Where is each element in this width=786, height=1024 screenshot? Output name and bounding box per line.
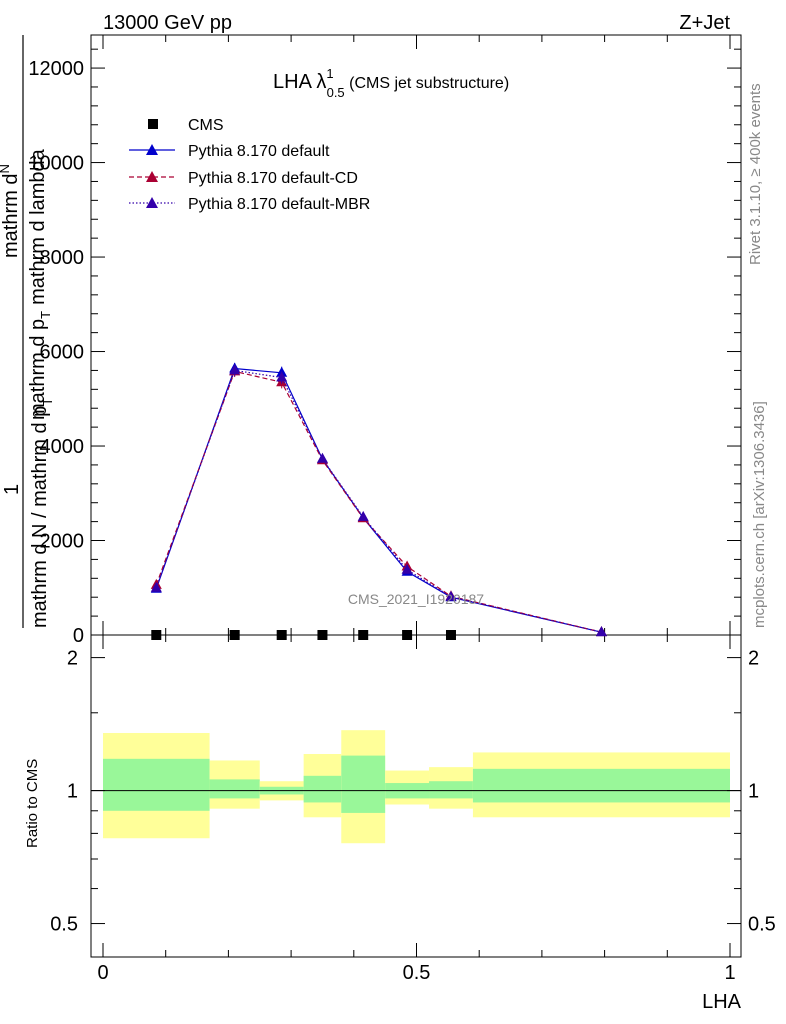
series-line-2	[155, 370, 602, 633]
cms-point-3	[317, 630, 328, 640]
rivet-label: Rivet 3.1.10, ≥ 400k events	[747, 83, 764, 265]
series-line-1	[155, 367, 602, 633]
series-3-point-1	[229, 364, 241, 375]
ratio-band-green-0	[103, 758, 210, 811]
ratio-ylabel: Ratio to CMS	[24, 759, 41, 848]
series-layer	[150, 362, 607, 640]
main-ytick-label-3: 6000	[40, 342, 85, 364]
ratio-ytick-label-left-1: 1	[67, 781, 78, 803]
series-3-point-5	[401, 563, 413, 574]
series-3-point-0	[150, 581, 162, 592]
mcplots-label: mcplots.cern.ch [arXiv:1306.3436]	[751, 401, 768, 628]
title-sub: 0.5	[327, 85, 345, 100]
ratio-ytick-label-right-1: 1	[748, 781, 759, 803]
ylabel-frac-den: mathrm d pTmathrm d lambda	[27, 148, 53, 420]
ratio-ytick-label-left-2: 2	[67, 648, 78, 670]
watermark: CMS_2021_I1920187	[348, 591, 484, 607]
series-3-point-3	[316, 452, 328, 463]
ratio-band-green-4	[341, 755, 386, 813]
title-suffix: (CMS jet substructure)	[345, 75, 509, 92]
ratio-ytick-label-right-0: 0.5	[748, 914, 776, 936]
x-axis-label: LHA	[702, 991, 742, 1013]
chart-title: LHA λ1 0.5 (CMS jet substructure)	[273, 66, 509, 100]
ratio-axis-ticks: 0.5 0.5 1 1 2 2 0 0.5 1	[50, 635, 776, 984]
ratio-xtick-label-0: 0	[97, 962, 108, 984]
ratio-band-green-1	[209, 779, 260, 799]
legend-mbr-marker	[146, 197, 158, 208]
cms-point-0	[151, 630, 162, 640]
main-ytick-label-5: 10000	[28, 153, 84, 175]
cms-point-5	[402, 630, 413, 640]
cms-point-1	[229, 630, 240, 640]
legend-cms-label: CMS	[188, 117, 224, 134]
cms-point-4	[358, 630, 369, 640]
legend: CMS Pythia 8.170 default Pythia 8.170 de…	[129, 117, 370, 213]
ratio-xtick-label-1: 0.5	[403, 962, 431, 984]
series-3-point-6	[445, 590, 457, 601]
ratio-band-green-3	[303, 775, 342, 803]
legend-cd-marker	[146, 171, 158, 182]
legend-default-marker	[146, 144, 158, 155]
ratio-band-green-6	[429, 781, 473, 799]
series-line-3	[155, 369, 602, 633]
ratio-xtick-label-2: 1	[724, 962, 735, 984]
ratio-band-green-7	[472, 768, 730, 803]
main-ytick-label-6: 12000	[28, 58, 84, 80]
ylabel-den: mathrm d N / mathrm d pT	[29, 398, 55, 628]
legend-default-label: Pythia 8.170 default	[188, 143, 330, 160]
cms-point-6	[445, 630, 456, 640]
series-3-point-4	[357, 510, 369, 521]
ylabel-one: 1	[1, 484, 23, 495]
header-right: Z+Jet	[679, 12, 730, 34]
cms-point-2	[276, 630, 287, 640]
series-3-point-7	[595, 626, 607, 637]
ratio-ytick-label-right-2: 2	[748, 648, 759, 670]
ratio-ytick-label-left-0: 0.5	[50, 914, 78, 936]
series-3-point-2	[276, 371, 288, 382]
main-axis-ticks: 0 2000 4000 6000 8000 10000 12000	[28, 35, 741, 647]
main-ytick-label-2: 4000	[40, 436, 85, 458]
ratio-bands	[91, 730, 741, 844]
main-ytick-label-4: 8000	[40, 247, 85, 269]
header-left: 13000 GeV pp	[103, 12, 232, 34]
ylabel-frac-num: mathrm dN	[0, 164, 22, 258]
legend-mbr-label: Pythia 8.170 default-MBR	[188, 196, 370, 213]
legend-cms-marker	[148, 119, 158, 129]
main-ytick-label-0: 0	[73, 625, 84, 647]
title-sup: 1	[326, 66, 333, 81]
main-ylabel: 1 mathrm d N / mathrm d pT mathrm dN mat…	[0, 35, 55, 628]
title-main: LHA λ	[273, 71, 326, 93]
legend-cd-label: Pythia 8.170 default-CD	[188, 170, 358, 187]
main-ytick-label-1: 2000	[40, 531, 85, 553]
